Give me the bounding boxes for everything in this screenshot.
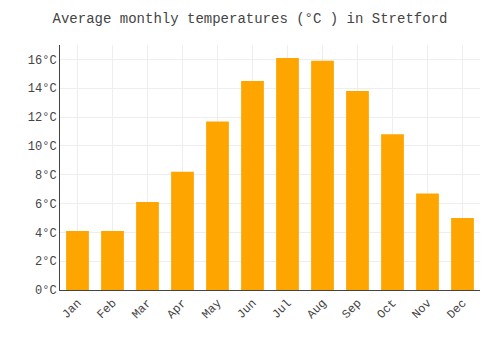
svg-text:4°C: 4°C bbox=[35, 227, 57, 241]
svg-text:Jan: Jan bbox=[59, 297, 84, 322]
svg-text:14°C: 14°C bbox=[28, 82, 57, 96]
svg-text:Nov: Nov bbox=[409, 297, 434, 322]
svg-text:May: May bbox=[199, 297, 224, 322]
svg-text:Oct: Oct bbox=[374, 297, 399, 322]
svg-text:12°C: 12°C bbox=[28, 111, 57, 125]
svg-text:Mar: Mar bbox=[129, 297, 154, 322]
svg-text:Dec: Dec bbox=[444, 297, 469, 322]
svg-text:Aug: Aug bbox=[304, 297, 329, 322]
svg-text:Apr: Apr bbox=[164, 297, 189, 322]
svg-text:10°C: 10°C bbox=[28, 140, 57, 154]
svg-text:Sep: Sep bbox=[339, 297, 364, 322]
svg-text:Feb: Feb bbox=[94, 297, 119, 322]
svg-text:Jun: Jun bbox=[234, 297, 259, 322]
svg-text:Jul: Jul bbox=[269, 297, 294, 322]
svg-text:6°C: 6°C bbox=[35, 198, 57, 212]
svg-text:Average monthly temperatures (: Average monthly temperatures (°C ) in St… bbox=[53, 11, 448, 27]
svg-text:2°C: 2°C bbox=[35, 255, 57, 269]
svg-text:0°C: 0°C bbox=[35, 284, 57, 298]
svg-text:8°C: 8°C bbox=[35, 169, 57, 183]
svg-text:16°C: 16°C bbox=[28, 54, 57, 68]
